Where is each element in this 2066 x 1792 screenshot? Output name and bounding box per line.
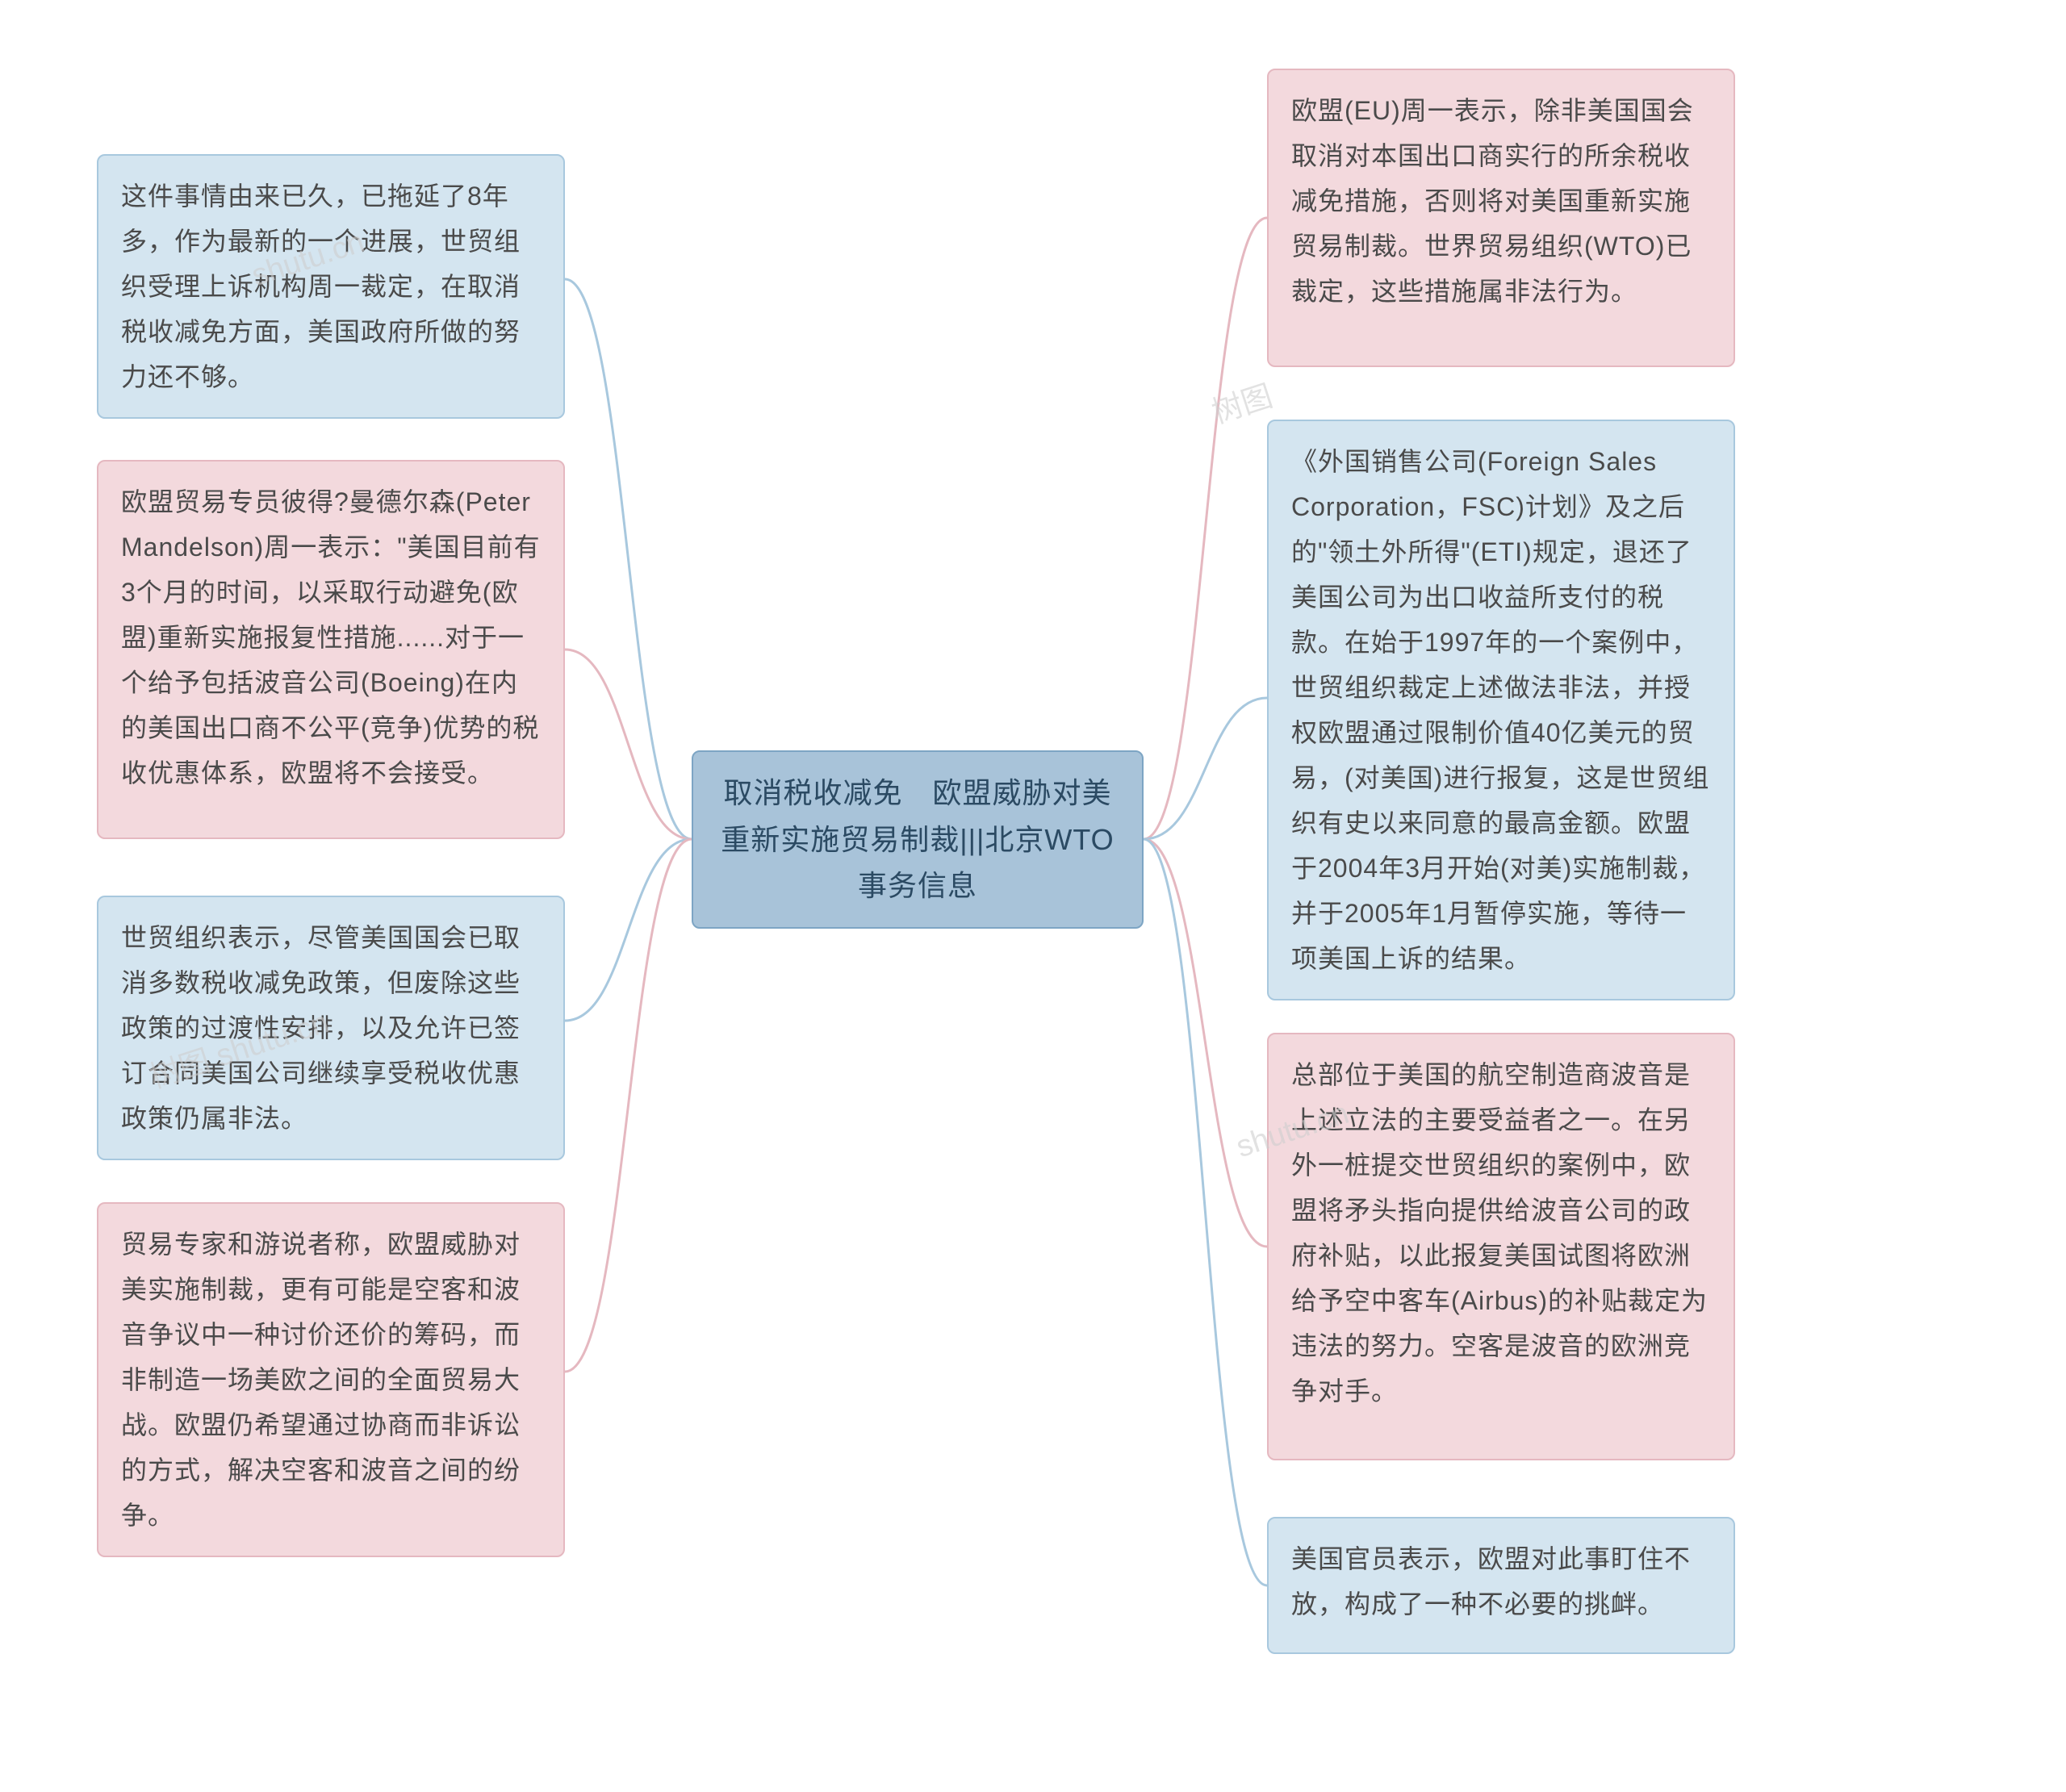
left-node-0-text: 这件事情由来已久，已拖延了8年多，作为最新的一个进展，世贸组织受理上诉机构周一裁… <box>121 182 521 391</box>
right-node-1: 《外国销售公司(Foreign Sales Corporation，FSC)计划… <box>1267 420 1735 1000</box>
left-node-1: 欧盟贸易专员彼得?曼德尔森(Peter Mandelson)周一表示："美国目前… <box>97 460 565 839</box>
left-node-1-text: 欧盟贸易专员彼得?曼德尔森(Peter Mandelson)周一表示："美国目前… <box>121 487 541 787</box>
center-node: 取消税收减免 欧盟威胁对美重新实施贸易制裁|||北京WTO事务信息 <box>692 750 1144 929</box>
right-node-0: 欧盟(EU)周一表示，除非美国国会取消对本国出口商实行的所余税收减免措施，否则将… <box>1267 69 1735 367</box>
right-node-2: 总部位于美国的航空制造商波音是上述立法的主要受益者之一。在另外一桩提交世贸组织的… <box>1267 1033 1735 1460</box>
watermark-2: 树图 <box>1205 371 1277 432</box>
left-node-3: 贸易专家和游说者称，欧盟威胁对美实施制裁，更有可能是空客和波音争议中一种讨价还价… <box>97 1202 565 1557</box>
right-node-2-text: 总部位于美国的航空制造商波音是上述立法的主要受益者之一。在另外一桩提交世贸组织的… <box>1291 1060 1708 1406</box>
right-node-3: 美国官员表示，欧盟对此事盯住不放，构成了一种不必要的挑衅。 <box>1267 1517 1735 1654</box>
left-node-2-text: 世贸组织表示，尽管美国国会已取消多数税收减免政策，但废除这些政策的过渡性安排，以… <box>121 923 521 1133</box>
right-node-1-text: 《外国销售公司(Foreign Sales Corporation，FSC)计划… <box>1291 447 1709 973</box>
left-node-3-text: 贸易专家和游说者称，欧盟威胁对美实施制裁，更有可能是空客和波音争议中一种讨价还价… <box>121 1230 521 1530</box>
left-node-0: 这件事情由来已久，已拖延了8年多，作为最新的一个进展，世贸组织受理上诉机构周一裁… <box>97 154 565 419</box>
right-node-0-text: 欧盟(EU)周一表示，除非美国国会取消对本国出口商实行的所余税收减免措施，否则将… <box>1291 96 1694 306</box>
right-node-3-text: 美国官员表示，欧盟对此事盯住不放，构成了一种不必要的挑衅。 <box>1291 1544 1691 1619</box>
center-text: 取消税收减免 欧盟威胁对美重新实施贸易制裁|||北京WTO事务信息 <box>721 776 1114 902</box>
left-node-2: 世贸组织表示，尽管美国国会已取消多数税收减免政策，但废除这些政策的过渡性安排，以… <box>97 896 565 1160</box>
